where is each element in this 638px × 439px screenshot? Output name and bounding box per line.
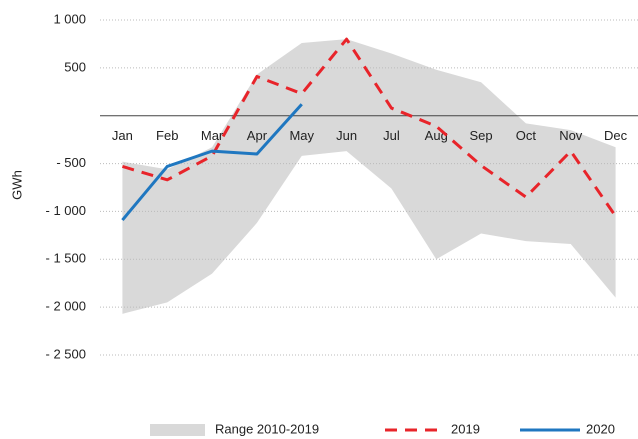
y-tick-label: 1 000	[53, 11, 86, 26]
line-series	[121, 37, 617, 218]
x-tick-label: Dec	[604, 128, 628, 143]
x-tick-label: Oct	[516, 128, 537, 143]
x-tick-label: Jun	[336, 128, 357, 143]
legend-label: 2020	[586, 421, 615, 436]
y-tick-label: - 1 000	[46, 203, 86, 218]
legend-swatch	[150, 424, 205, 436]
x-tick-label: Aug	[425, 128, 448, 143]
y-tick-label: 500	[64, 59, 86, 74]
y-tick-label: - 1 500	[46, 251, 86, 266]
legend-label: 2019	[451, 421, 480, 436]
y-axis-label: GWh	[9, 170, 24, 200]
line-series	[121, 103, 303, 222]
y-tick-label: - 500	[56, 155, 86, 170]
y-tick-label: - 2 500	[46, 346, 86, 361]
x-tick-label: Feb	[156, 128, 178, 143]
x-tick-label: Apr	[247, 128, 268, 143]
x-tick-label: Sep	[470, 128, 493, 143]
x-tick-label: Mar	[201, 128, 224, 143]
legend-label: Range 2010-2019	[215, 421, 319, 436]
y-tick-label: - 2 000	[46, 299, 86, 314]
x-tick-label: May	[289, 128, 314, 143]
x-tick-label: Nov	[559, 128, 583, 143]
range-area	[122, 39, 616, 314]
x-tick-label: Jan	[112, 128, 133, 143]
x-tick-label: Jul	[383, 128, 400, 143]
